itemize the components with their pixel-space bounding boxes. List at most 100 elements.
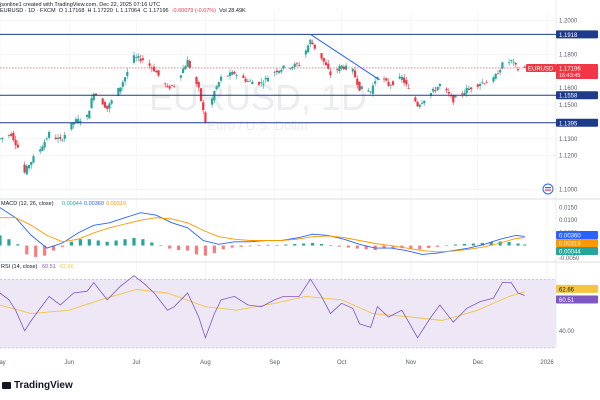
event-icon-ring [542,183,554,195]
candle [10,131,13,137]
candle-body [492,77,495,82]
candle-body [387,81,390,86]
macd-histogram-bar [516,243,520,246]
candle [338,63,341,74]
candle [108,102,111,113]
candle-body [418,104,421,107]
candle-body [199,88,203,101]
macd-histogram-bar [257,245,261,246]
macd-histogram-bar [212,245,216,254]
candle-body [260,82,263,84]
time-axis-tick: 2026 [540,360,554,366]
macd-histogram-bar [96,240,100,246]
candle [217,81,220,89]
candle-body [25,165,28,175]
candle [391,79,395,87]
candles [0,38,526,176]
rsi-line [0,275,525,339]
candle [94,92,98,97]
candle [282,65,285,70]
candle-body [329,71,332,76]
candle-body [155,71,158,73]
candle [508,58,511,66]
candle-body [465,88,468,94]
countdown-label: 16:43:45 [559,73,580,79]
macd-histogram-bar [203,245,208,256]
candle-body [434,90,437,92]
rsi-band [0,279,556,348]
logo-text: TradingView [14,380,73,391]
candle [264,75,267,84]
candle-body [262,83,265,85]
candle [211,95,214,108]
candle-body [101,98,104,105]
candle-body [385,78,388,81]
macd-histogram-bar [328,245,333,246]
candle [374,77,377,87]
macd-histogram-bar [123,239,127,246]
candle-body [454,95,457,98]
candle-body [273,71,276,73]
macd-legend-value: 0.00044 [62,201,82,207]
candle [215,84,218,91]
macd-histogram-bar [427,245,431,249]
candle-body [291,66,294,69]
candle-body [257,81,261,85]
candle-body [445,88,448,91]
candle-body [45,138,48,140]
time-axis-tick: Aug [200,360,211,366]
candle [244,76,247,83]
candle [48,130,51,140]
candle-body [246,81,249,83]
candle [16,140,19,149]
macd-histogram-bar [355,245,359,249]
candle [418,103,421,109]
candle [110,99,113,106]
close-value: C 1.17196 [143,8,169,14]
macd-value-tag [556,231,598,239]
candle [298,61,301,67]
candle-body [23,164,26,173]
candle-body [186,59,189,67]
macd-histogram [0,235,527,257]
candle [327,59,330,70]
candle-body [512,61,515,63]
candle-body [88,110,91,119]
candle-body [481,82,484,84]
trendline [310,33,380,81]
candle-body [1,137,4,140]
candle [155,69,158,73]
grid [0,12,556,348]
candle-body [463,92,466,96]
candle [416,100,419,107]
candle [88,110,91,119]
candle-body [92,93,95,100]
candle [54,134,57,140]
candle-body [106,105,109,109]
candle-body [202,102,205,111]
candle-body [389,84,392,86]
candle-body [420,103,424,104]
macd-histogram-bar [523,244,527,246]
candle-body [123,77,127,82]
volume-value: Vol 28.49K [219,8,246,14]
candle [135,53,138,62]
candle [295,61,299,68]
candle-body [313,44,316,49]
candle-body [338,66,341,72]
candle-body [432,88,435,92]
time-axis-tick: Jun [64,360,74,366]
candle [12,130,15,143]
macd-axis-tick: 0.0150 [559,206,578,212]
author-line: jsonline1 created with TradingView.com, … [0,2,161,8]
rsi-ma-line [0,289,525,321]
macd-legend-value: 0.00319 [106,201,126,207]
candle [320,53,323,61]
candle [275,67,278,76]
macd-histogram-bar [177,245,181,251]
tradingview-logo[interactable]: TradingView [2,380,73,391]
candle [478,82,482,90]
candle [103,100,107,109]
candle [407,83,410,89]
candle [345,63,348,71]
